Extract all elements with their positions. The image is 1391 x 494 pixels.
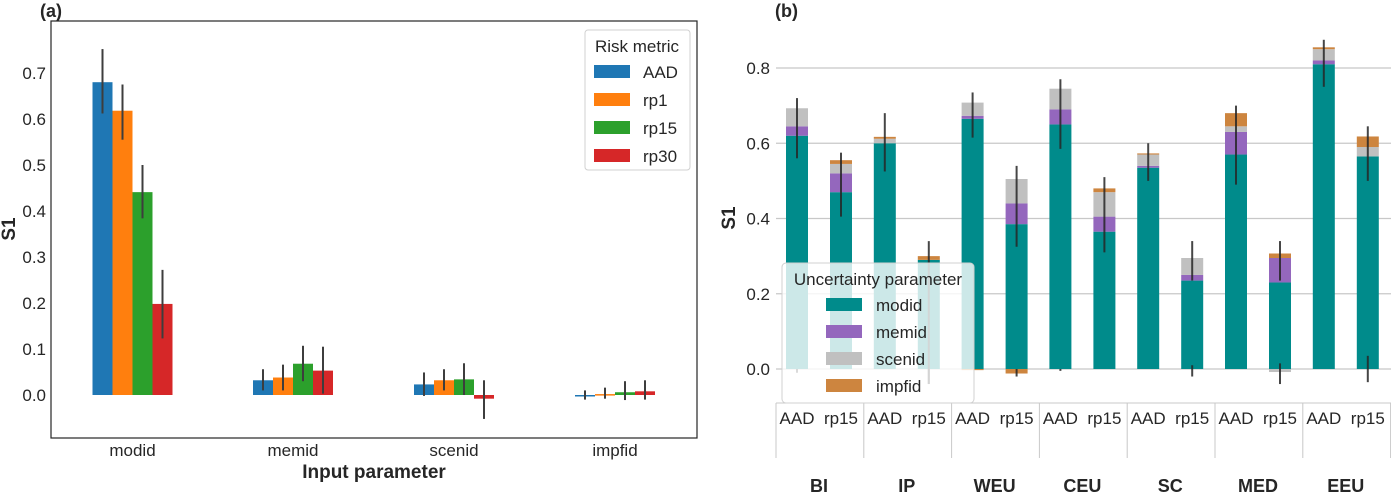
bar-CEU-AAD-modid	[1049, 124, 1072, 369]
panel-a-y-axis-label: S1	[0, 217, 20, 241]
y-tick-label: 0.2	[22, 294, 46, 313]
panel-b-legend: Uncertainty parameter modid memid scenid im…	[781, 262, 975, 404]
legend-swatch-rp30	[594, 149, 630, 162]
group-label-CEU: CEU	[1063, 476, 1101, 494]
x-tick-label: scenid	[429, 441, 478, 460]
x-tick-label: memid	[267, 441, 318, 460]
y-tick-label: 0.3	[22, 248, 46, 267]
bar-MED-rp15-modid	[1269, 282, 1291, 369]
y-tick-label: 0.5	[22, 156, 46, 175]
x-tick-label: AAD	[780, 409, 815, 428]
legend-swatch-rp1	[594, 93, 630, 106]
legend-label-rp1: rp1	[643, 91, 668, 110]
panel-a-x-axis-label: Input parameter	[302, 462, 446, 483]
bar-modid-rp15	[132, 192, 153, 395]
panel-a-label: (a)	[40, 1, 62, 21]
legend-label-rp15: rp15	[643, 119, 677, 138]
legend-label-impfid: impfid	[876, 377, 921, 396]
legend-swatch-scenid	[826, 352, 862, 365]
legend-swatch-memid	[826, 325, 862, 338]
legend-swatch-impfid	[826, 379, 862, 392]
bar-WEU-rp15-modid	[1005, 224, 1028, 369]
group-label-MED: MED	[1238, 476, 1278, 494]
x-tick-label: rp15	[824, 409, 858, 428]
panel-a-frame	[50, 20, 698, 439]
y-tick-label: 0.7	[22, 64, 46, 83]
bar-SC-AAD-modid	[1137, 167, 1160, 369]
legend-swatch-modid	[826, 298, 862, 311]
x-tick-label: AAD	[1219, 409, 1254, 428]
y-tick-label: 0.0	[746, 360, 770, 379]
group-label-EEU: EEU	[1327, 476, 1364, 494]
bar-EEU-rp15-modid	[1356, 156, 1379, 369]
x-tick-label: rp15	[1175, 409, 1209, 428]
legend-label-rp30: rp30	[643, 147, 677, 166]
bar-MED-AAD-modid	[1225, 154, 1247, 369]
panel-a-legend: Risk metric AAD rp1 rp15 rp30	[584, 29, 691, 171]
group-label-SC: SC	[1158, 476, 1183, 494]
x-tick-label: AAD	[1131, 409, 1166, 428]
bar-modid-AAD	[92, 82, 113, 395]
group-label-WEU: WEU	[974, 476, 1016, 494]
bar-SC-rp15-modid	[1181, 280, 1204, 369]
y-tick-label: 0.4	[22, 202, 46, 221]
y-tick-label: 0.6	[746, 134, 770, 153]
legend-title: Risk metric	[595, 37, 680, 56]
group-label-IP: IP	[898, 476, 915, 494]
y-tick-label: 0.4	[746, 210, 770, 229]
bar-modid-rp1	[112, 110, 133, 395]
x-tick-label: rp15	[1263, 409, 1297, 428]
bar-EEU-AAD-modid	[1312, 64, 1335, 370]
legend-swatch-rp15	[594, 121, 630, 134]
y-tick-label: 0.1	[22, 340, 46, 359]
y-tick-label: 0.0	[22, 386, 46, 405]
x-tick-label: AAD	[1043, 409, 1078, 428]
x-tick-label: rp15	[912, 409, 946, 428]
panel-a: (a) 0.0 0.1 0.2 0.3 0.4 0.5 0.6 0.7 modid memid s…	[0, 1, 698, 483]
panel-b-label: (b)	[775, 1, 798, 21]
x-tick-label: AAD	[1306, 409, 1341, 428]
panel-b: (b) 0.0 0.2 0.4 0.6 0.8 S1 AAD rp15 BI AAD rp15 I…	[719, 1, 1391, 494]
legend-label-modid: modid	[876, 296, 922, 315]
x-tick-label: AAD	[955, 409, 990, 428]
legend-label-memid: memid	[876, 323, 927, 342]
y-tick-label: 0.2	[746, 285, 770, 304]
x-tick-label: rp15	[1351, 409, 1385, 428]
x-tick-label: AAD	[867, 409, 902, 428]
y-tick-label: 0.8	[746, 59, 770, 78]
group-label-BI: BI	[810, 476, 828, 494]
bar-modid-rp30	[152, 303, 173, 395]
x-tick-label: rp15	[1087, 409, 1121, 428]
y-tick-label: 0.6	[22, 110, 46, 129]
x-tick-label: modid	[109, 441, 155, 460]
legend-title: Uncertainty parameter	[794, 270, 963, 289]
panel-b-y-axis-label: S1	[719, 206, 740, 230]
x-tick-label: rp15	[1000, 409, 1034, 428]
legend-swatch-AAD	[594, 65, 630, 78]
x-tick-label: impfid	[592, 441, 637, 460]
legend-label-scenid: scenid	[876, 350, 925, 369]
legend-label-AAD: AAD	[643, 63, 678, 82]
bar-CEU-rp15-modid	[1093, 231, 1116, 369]
